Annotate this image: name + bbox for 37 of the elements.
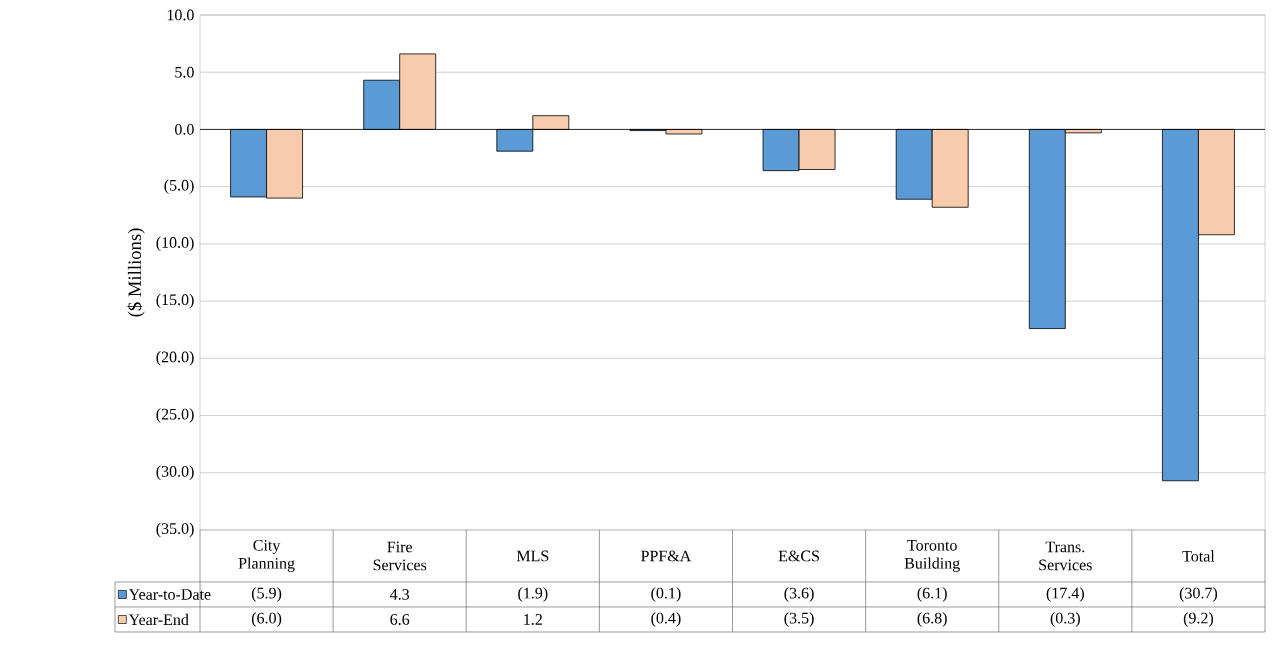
x-tick-label: PPF&A <box>641 550 692 562</box>
legend-label: Year-to-Date <box>128 589 211 600</box>
data-label: (6.1) <box>917 587 947 602</box>
data-label: 1.2 <box>524 614 542 625</box>
y-tick-label: (10.0) <box>156 236 194 252</box>
y-tick-label: (30.0) <box>156 465 194 481</box>
legend-label: Year-End <box>128 613 189 626</box>
data-label: (30.7) <box>1179 587 1218 602</box>
y-tick-label: (5.0) <box>164 179 194 194</box>
data-label: 4.3 <box>390 589 410 600</box>
data-label: 6.6 <box>390 614 410 625</box>
data-label: (0.4) <box>651 612 681 627</box>
x-tick-label: City Planning <box>238 539 295 572</box>
data-label: (9.2) <box>1183 612 1214 627</box>
data-label: (17.4) <box>1046 587 1084 602</box>
y-tick-label: (20.0) <box>156 351 194 366</box>
x-tick-label: Fire Services <box>373 541 427 571</box>
data-label: (6.8) <box>917 612 947 627</box>
x-tick-label: E&CS <box>778 550 819 562</box>
y-tick-label: 10.0 <box>167 9 194 21</box>
data-label: (5.9) <box>251 587 282 602</box>
y-axis-title: ($ Millions) <box>127 228 145 317</box>
x-tick-label: MLS <box>516 550 549 562</box>
data-label: (3.6) <box>784 587 814 602</box>
data-label: (0.1) <box>651 587 681 602</box>
data-label: (3.5) <box>784 612 814 627</box>
data-label: (0.3) <box>1050 612 1080 627</box>
y-tick-label: 0.0 <box>175 124 194 135</box>
x-tick-label: Trans. Services <box>1039 541 1092 571</box>
y-tick-label: (35.0) <box>156 522 194 538</box>
x-tick-label: Total <box>1182 550 1215 562</box>
data-label: (6.0) <box>251 612 282 627</box>
y-tick-label: (15.0) <box>156 293 194 309</box>
y-tick-label: (25.0) <box>156 408 194 423</box>
y-tick-label: 5.0 <box>175 66 194 78</box>
data-label: (1.9) <box>518 587 548 602</box>
x-tick-label: Toronto Building <box>904 540 960 572</box>
